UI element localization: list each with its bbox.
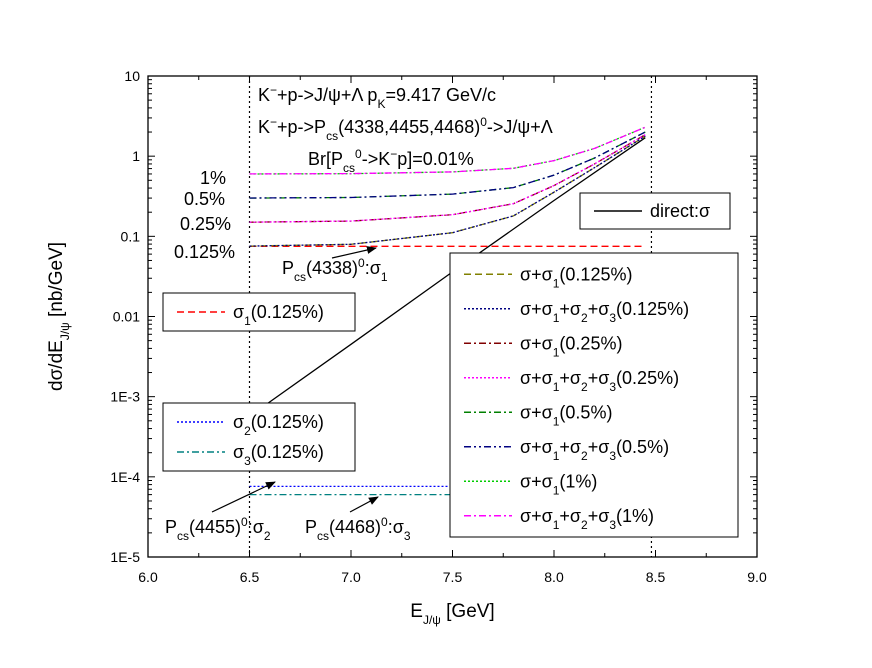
x-tick-label: 8.0: [544, 569, 564, 585]
x-tick-label: 6.0: [138, 569, 158, 585]
legend-entry-label: σ+σ1+σ2+σ3(1%): [520, 506, 654, 532]
legend-entry-label: σ+σ1+σ2+σ3(0.125%): [520, 299, 689, 325]
plot-series: [249, 126, 646, 496]
pcs4468-arrow: [349, 496, 379, 513]
legend-frame: [162, 402, 356, 472]
x-tick-label: 7.0: [341, 569, 361, 585]
legend-entry-label: direct:σ: [650, 201, 710, 221]
legend-entry-label: σ+σ1(0.25%): [520, 333, 622, 359]
series-line: [249, 135, 646, 247]
y-tick-label: 1E-4: [110, 469, 140, 485]
pcs4455-arrow: [211, 481, 276, 513]
series-line: [249, 126, 646, 175]
axis-ticks: 6.0 6.5 7.0 7.5 8.0 8.5 9.0 1E-5 1E-4 1E-3 0.01 0.1…: [110, 68, 767, 585]
legend-entry-label: σ+σ1(1%): [520, 471, 597, 497]
legend-sigma1: σ1(0.125%): [162, 292, 356, 332]
legend-totals: σ+σ1(0.125%) σ+σ1+σ2+σ3(0.125%) σ+σ1(0.25%…: [449, 252, 739, 538]
branching-ratio-label: Br[Pcs0->K−p]=0.01%: [308, 147, 474, 175]
legend-sigma23: σ2(0.125%) σ3(0.125%): [162, 402, 356, 472]
y-tick-label: 1E-3: [110, 389, 140, 405]
pcs4338-label: Pcs(4338)0:σ1: [282, 256, 388, 284]
pcs4468-label: Pcs(4468)0:σ3: [305, 515, 411, 543]
annotations: K−+p->J/ψ+Λ pK=9.417 GeV/c K−+p->Pcs(4338…: [165, 83, 553, 543]
pcs4455-label: Pcs(4455)0:σ2: [165, 515, 271, 543]
legend-entry-label: σ3(0.125%): [233, 442, 324, 468]
reaction-label-resonance: K−+p->Pcs(4338,4455,4468)0->J/ψ+Λ: [258, 115, 553, 143]
y-tick-label: 1: [132, 148, 140, 164]
y-tick-label: 10: [124, 68, 140, 84]
reaction-label-direct: K−+p->J/ψ+Λ pK=9.417 GeV/c: [258, 83, 496, 111]
legend-entry-label: σ1(0.125%): [233, 302, 324, 328]
legend-direct: direct:σ: [579, 192, 731, 230]
legends: direct:σ σ1(0.125%) σ2(0.125%) σ3(0.125%) σ+…: [162, 192, 739, 538]
legend-entry-label: σ+σ1(0.5%): [520, 402, 612, 428]
percent-label-0.5: 0.5%: [184, 189, 225, 209]
legend-entry-label: σ2(0.125%): [233, 412, 324, 438]
x-tick-label: 8.5: [646, 569, 666, 585]
y-tick-label: 1E-5: [110, 549, 140, 565]
series-line: [249, 131, 646, 199]
y-axis-title: dσ/dEJ/ψ [nb/GeV]: [46, 242, 72, 391]
y-tick-label: 0.1: [121, 228, 141, 244]
percent-label-0.125: 0.125%: [174, 242, 235, 262]
series-line: [249, 134, 646, 223]
y-tick-label: 0.01: [113, 309, 140, 325]
legend-entry-label: σ+σ1(0.125%): [520, 264, 632, 290]
percent-label-0.25: 0.25%: [180, 214, 231, 234]
pcs4338-arrow: [331, 246, 377, 259]
legend-entry-label: σ+σ1+σ2+σ3(0.25%): [520, 368, 679, 394]
x-tick-label: 9.0: [747, 569, 767, 585]
x-tick-label: 7.5: [443, 569, 463, 585]
x-tick-label: 6.5: [240, 569, 260, 585]
legend-frame: [449, 252, 739, 538]
x-axis-title: EJ/ψ [GeV]: [410, 601, 494, 627]
legend-entry-label: σ+σ1+σ2+σ3(0.5%): [520, 437, 669, 463]
percent-label-1: 1%: [200, 168, 226, 188]
